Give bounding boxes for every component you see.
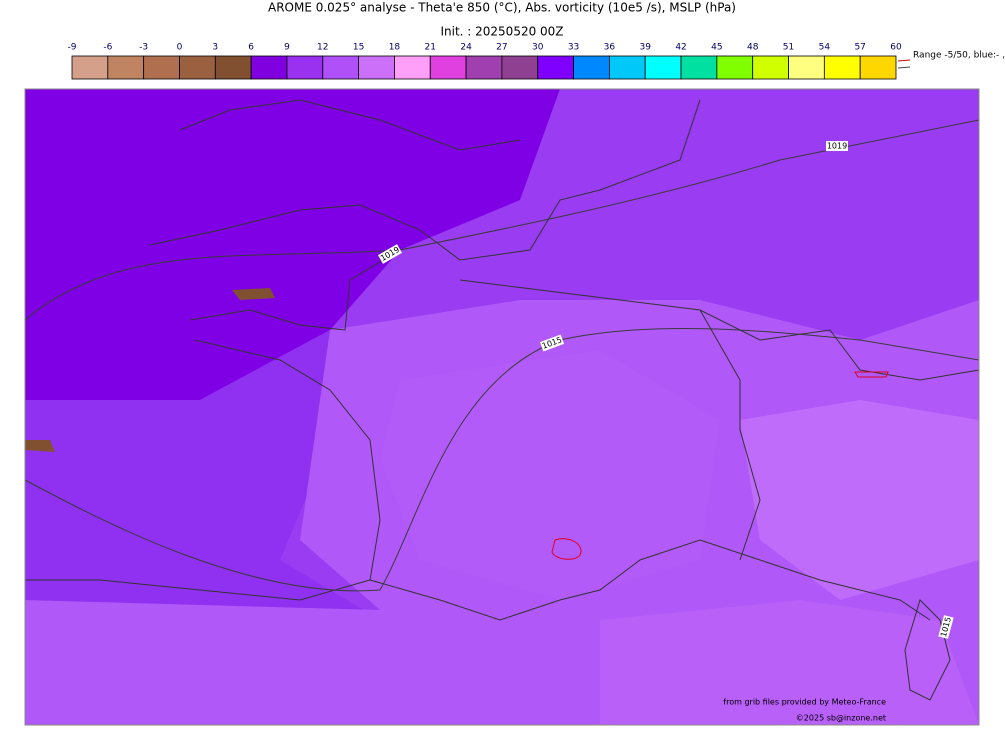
range-note: Range -5/50, blue:- , r xyxy=(913,51,1005,61)
colorbar-tick-label: -6 xyxy=(103,43,112,53)
color-box xyxy=(214,55,252,80)
map-frame xyxy=(24,88,980,726)
legend-line xyxy=(897,66,911,69)
source-credit: from grib files provided by Meteo-France xyxy=(723,698,886,707)
colorbar-tick-label: -3 xyxy=(139,43,148,53)
colorbar-tick-label: 42 xyxy=(675,43,686,53)
color-box xyxy=(286,55,324,80)
color-box xyxy=(608,55,646,80)
colorbar-tick-label: 54 xyxy=(819,43,831,53)
color-box xyxy=(788,55,825,80)
colorbar-tick-label: 6 xyxy=(248,43,254,53)
copyright: ©2025 sb@inzone.net xyxy=(796,714,886,723)
colorbar-tick-label: 18 xyxy=(389,43,401,53)
color-box xyxy=(358,55,395,80)
color-box xyxy=(573,55,610,80)
color-box xyxy=(823,55,861,80)
color-box xyxy=(429,55,467,80)
legend-line xyxy=(897,59,911,62)
colorbar-tick-label: 3 xyxy=(212,43,218,53)
colorbar-tick-label: 33 xyxy=(568,43,579,53)
color-box xyxy=(537,55,574,80)
color-box xyxy=(71,55,109,80)
title: AROME 0.025° analyse - Theta'e 850 (°C),… xyxy=(268,1,736,15)
isobar-label: 1019 xyxy=(827,142,847,151)
colorbar-tick-label: 21 xyxy=(425,43,436,53)
color-box xyxy=(465,55,503,80)
color-box xyxy=(322,55,360,80)
colorbar-tick-label: 24 xyxy=(460,43,472,53)
color-box xyxy=(143,55,180,80)
color-box xyxy=(107,55,145,80)
color-box xyxy=(680,55,718,80)
color-box xyxy=(644,55,682,80)
color-box xyxy=(752,55,789,80)
colorbar-tick-label: 45 xyxy=(711,43,722,53)
color-box xyxy=(859,55,897,80)
colorbar-tick-label: 15 xyxy=(353,43,364,53)
colorbar-tick-label: 48 xyxy=(747,43,759,53)
color-box xyxy=(179,55,216,80)
color-box xyxy=(716,55,754,80)
colorbar-tick-label: 60 xyxy=(890,43,902,53)
colorbar-tick-label: 51 xyxy=(783,43,794,53)
color-box xyxy=(501,55,539,80)
colorbar-tick-label: 57 xyxy=(854,43,865,53)
colorbar-tick-label: -9 xyxy=(68,43,77,53)
colorbar-tick-label: 9 xyxy=(284,43,290,53)
colorbar-tick-label: 27 xyxy=(496,43,507,53)
colorbar-tick-label: 39 xyxy=(639,43,651,53)
color-box xyxy=(394,55,431,80)
colorbar-tick-label: 36 xyxy=(604,43,616,53)
subtitle: Init. : 20250520 00Z xyxy=(440,25,563,39)
colorbar-tick-label: 12 xyxy=(317,43,328,53)
colorbar-tick-label: 0 xyxy=(177,43,183,53)
color-box xyxy=(250,55,288,80)
map xyxy=(24,88,980,726)
colorbar-tick-label: 30 xyxy=(532,43,544,53)
colorbar: -9 -6 -3 0 3 6 9 12 15 18 21 24 27 30 33 36 39 42 45 48 51 54… xyxy=(68,43,902,80)
